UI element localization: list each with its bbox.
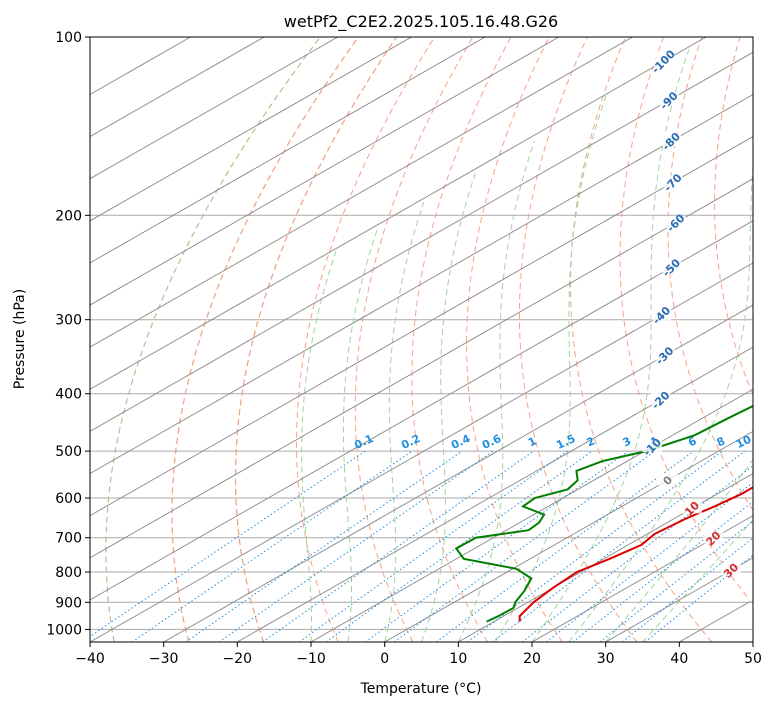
y-tick-label: 400 bbox=[55, 387, 82, 403]
y-tick-label: 700 bbox=[55, 531, 82, 547]
dry-adiabat bbox=[354, 37, 474, 642]
dry-adiabat bbox=[569, 37, 713, 642]
mixing-ratio-line bbox=[325, 450, 593, 642]
y-tick-label: 300 bbox=[55, 313, 82, 329]
skewed-isotherm bbox=[90, 51, 753, 432]
x-tick-label: 10 bbox=[449, 651, 467, 667]
skewed-isotherm bbox=[384, 430, 753, 642]
x-tick-label: −40 bbox=[75, 651, 105, 667]
y-tick-label: 600 bbox=[55, 491, 82, 507]
dry-adiabat bbox=[171, 37, 359, 642]
skewed-isotherm bbox=[90, 37, 633, 348]
moist-adiabat bbox=[568, 157, 753, 642]
y-tick-label: 200 bbox=[55, 208, 82, 224]
x-tick-label: 30 bbox=[597, 651, 615, 667]
x-tick-label: 40 bbox=[670, 651, 688, 667]
isotherm-label-backdrop bbox=[653, 54, 674, 67]
mixing-ratio-line bbox=[90, 450, 366, 638]
dry-adiabat bbox=[466, 37, 563, 642]
auxiliary-adiabat bbox=[105, 37, 321, 642]
skewed-isotherm bbox=[310, 388, 753, 642]
chart-title: wetPf2_C2E2.2025.105.16.48.G26 bbox=[284, 12, 558, 32]
skewed-isotherm bbox=[90, 37, 412, 222]
mixing-ratio-line bbox=[262, 450, 534, 642]
dewpoint-profile bbox=[454, 404, 753, 623]
x-axis-label: Temperature (°C) bbox=[360, 681, 482, 697]
isotherm-label-backdrop bbox=[650, 393, 671, 405]
isotherm-label-backdrop bbox=[657, 473, 678, 486]
y-tick-label: 100 bbox=[55, 30, 82, 46]
isotherm-label-backdrop bbox=[665, 215, 686, 228]
dry-adiabat bbox=[714, 37, 753, 397]
moist-adiabat bbox=[457, 141, 535, 642]
y-tick-label: 900 bbox=[55, 595, 82, 611]
skewed-isotherm bbox=[90, 37, 486, 264]
mixing-ratio-line bbox=[298, 450, 568, 642]
isotherm-label-backdrop bbox=[748, 589, 753, 602]
mixing-ratio-label: 10 bbox=[734, 433, 754, 451]
skewed-isotherm bbox=[90, 37, 707, 390]
dry-adiabat bbox=[518, 37, 638, 642]
plot-area: 0.10.20.40.611.52346810131620253036-100-… bbox=[90, 37, 769, 642]
x-tick-label: −10 bbox=[296, 651, 326, 667]
mixing-ratio-line bbox=[436, 450, 695, 642]
isotherm-label: 40 bbox=[749, 587, 769, 607]
y-tick-label: 800 bbox=[55, 565, 82, 581]
mixing-ratio-line bbox=[622, 537, 753, 642]
dry-adiabat bbox=[619, 37, 753, 605]
skewed-isotherm bbox=[90, 262, 753, 642]
skewed-isotherm bbox=[163, 304, 753, 642]
skewed-isotherm bbox=[90, 220, 753, 601]
plot-frame bbox=[89, 36, 754, 643]
x-tick-label: −30 bbox=[149, 651, 179, 667]
x-tick-label: 20 bbox=[523, 651, 541, 667]
mixing-ratio-line bbox=[521, 465, 753, 642]
dry-adiabat bbox=[234, 37, 397, 642]
skewed-isotherm bbox=[90, 178, 753, 559]
moist-adiabat bbox=[531, 49, 690, 642]
isotherm-label-backdrop bbox=[654, 348, 675, 361]
y-tick-label: 500 bbox=[55, 444, 82, 460]
y-axis: 100 200 300 400 500 600 700 800 900 1000 bbox=[46, 30, 90, 638]
skewed-isotherm bbox=[458, 472, 753, 642]
mixing-ratio-line bbox=[131, 450, 413, 642]
x-tick-label: −20 bbox=[223, 651, 253, 667]
isotherm-label-backdrop bbox=[703, 531, 724, 544]
skewed-isotherm bbox=[90, 37, 560, 306]
isotherm-label-backdrop bbox=[662, 175, 683, 188]
skewed-isotherm bbox=[90, 136, 753, 517]
y-tick-label: 1000 bbox=[46, 622, 82, 638]
x-axis: −40 −30 −20 −10 0 10 20 30 40 50 bbox=[75, 642, 762, 667]
moist-adiabat bbox=[421, 173, 476, 642]
moist-adiabat bbox=[301, 251, 337, 642]
mixing-ratio-line bbox=[491, 450, 746, 642]
mixing-ratio-line bbox=[393, 450, 656, 642]
isotherm-label-backdrop bbox=[661, 260, 682, 273]
y-axis-label: Pressure (hPa) bbox=[12, 289, 28, 389]
isotherm-label-backdrop bbox=[720, 563, 741, 576]
moist-adiabat bbox=[494, 94, 607, 642]
skewed-isotherm bbox=[237, 346, 753, 642]
isotherm-label-backdrop bbox=[642, 440, 663, 452]
moist-adiabat bbox=[342, 227, 379, 642]
isotherm-label-backdrop bbox=[658, 93, 679, 106]
moist-adiabat bbox=[605, 458, 753, 642]
isotherm-label-backdrop bbox=[681, 501, 702, 514]
x-tick-label: 0 bbox=[380, 651, 389, 667]
isotherm-label-backdrop bbox=[661, 134, 681, 147]
isotherm-label-backdrop bbox=[651, 308, 672, 321]
skewed-isotherm bbox=[90, 37, 339, 180]
x-tick-label: 50 bbox=[744, 651, 762, 667]
temperature-profile bbox=[518, 486, 753, 622]
